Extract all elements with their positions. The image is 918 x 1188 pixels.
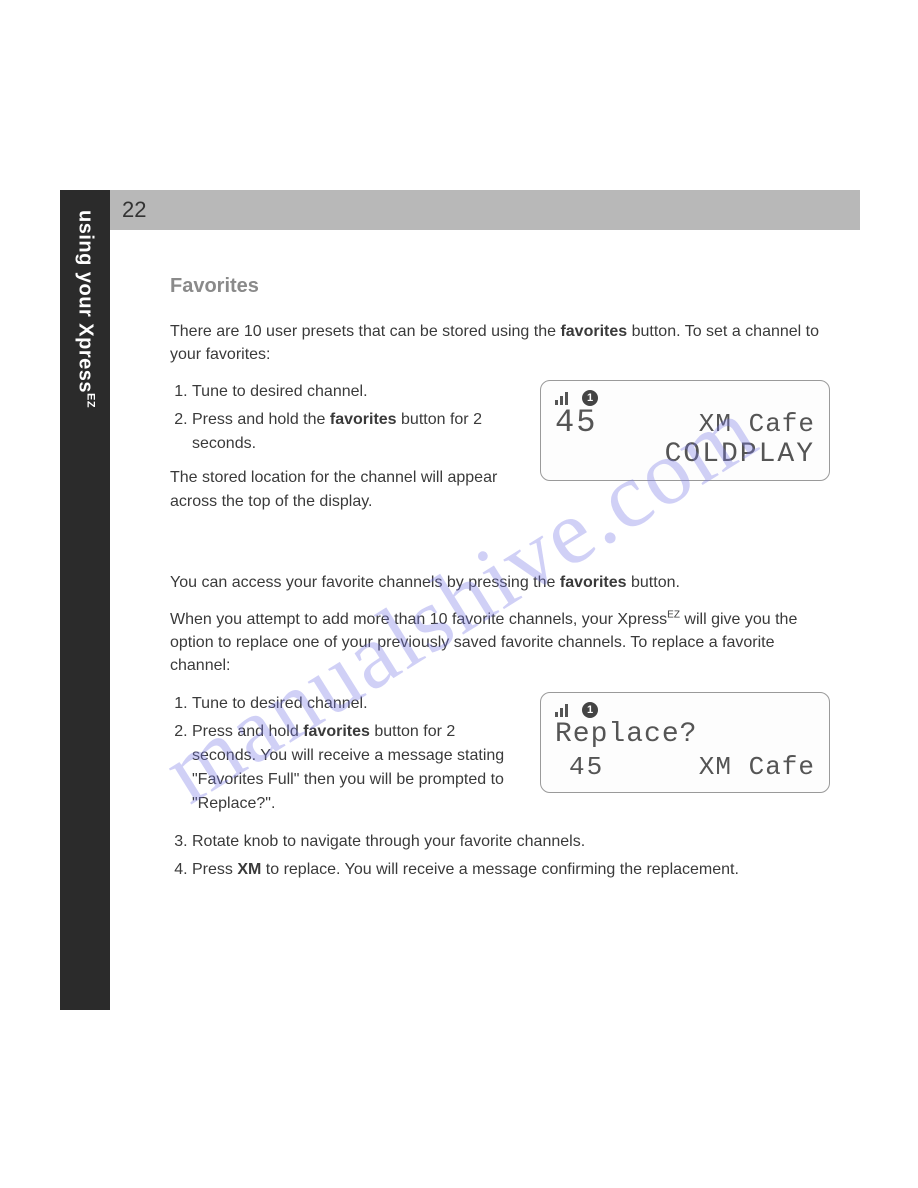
- set-step-1: Tune to desired channel.: [192, 380, 520, 404]
- lcd2-channel: 45: [555, 752, 604, 782]
- lcd2-query: Replace?: [555, 719, 815, 750]
- replace-step-2-bold: favorites: [303, 723, 370, 740]
- access-paragraph: You can access your favorite channels by…: [170, 571, 830, 594]
- replace-step-2: Press and hold favorites button for 2 se…: [192, 720, 520, 816]
- replace-intro-t1: When you attempt to add more than 10 fav…: [170, 611, 667, 628]
- lcd1-row-1: 45 XM Cafe: [555, 407, 815, 439]
- intro-bold: favorites: [560, 323, 627, 340]
- section-side-tab: using your XpressEZ: [60, 190, 110, 1010]
- replace-intro: When you attempt to add more than 10 fav…: [170, 608, 830, 678]
- lcd-display-1: 1 45 XM Cafe COLDPLAY: [540, 380, 830, 526]
- preset-badge: 1: [582, 702, 598, 718]
- set-step-2: Press and hold the favorites button for …: [192, 408, 520, 456]
- lcd1-channel-name: XM Cafe: [699, 409, 815, 439]
- set-favorites-block: Tune to desired channel. Press and hold …: [170, 380, 830, 526]
- page-number-bar: 22: [110, 190, 860, 230]
- access-before: You can access your favorite channels by…: [170, 574, 560, 591]
- replace-intro-sup: EZ: [667, 610, 680, 621]
- page-content: Favorites There are 10 user presets that…: [170, 275, 830, 886]
- spacer: [170, 537, 830, 571]
- lcd-panel-1: 1 45 XM Cafe COLDPLAY: [540, 380, 830, 481]
- stored-note: The stored location for the channel will…: [170, 466, 520, 512]
- replace-step-2-before: Press and hold: [192, 723, 303, 740]
- set-step-2-before: Press and hold the: [192, 411, 330, 428]
- set-favorites-text: Tune to desired channel. Press and hold …: [170, 380, 520, 526]
- signal-icon: [555, 391, 568, 405]
- side-tab-super: EZ: [85, 393, 97, 408]
- access-bold: favorites: [560, 574, 627, 591]
- page-number: 22: [122, 197, 146, 223]
- access-after: button.: [627, 574, 680, 591]
- lcd-panel-2: 1 Replace? 45 XM Cafe: [540, 692, 830, 793]
- manual-page: using your XpressEZ 22 Favorites There a…: [60, 190, 860, 1010]
- intro-before: There are 10 user presets that can be st…: [170, 323, 560, 340]
- replace-steps-list-b: Rotate knob to navigate through your fav…: [170, 830, 830, 882]
- lcd2-row-2: 45 XM Cafe: [555, 752, 815, 782]
- replace-step-4: Press XM to replace. You will receive a …: [192, 858, 830, 882]
- replace-step-1: Tune to desired channel.: [192, 692, 520, 716]
- lcd1-channel: 45: [555, 407, 597, 439]
- lcd-display-2: 1 Replace? 45 XM Cafe: [540, 692, 830, 820]
- lcd2-channel-name: XM Cafe: [699, 752, 815, 782]
- replace-steps-left: Tune to desired channel. Press and hold …: [170, 692, 520, 820]
- replace-step-4-after: to replace. You will receive a message c…: [261, 861, 739, 878]
- replace-step-4-bold: XM: [237, 861, 261, 878]
- lcd2-status-row: 1: [555, 701, 815, 719]
- replace-steps-list-a: Tune to desired channel. Press and hold …: [170, 692, 520, 816]
- lcd1-artist: COLDPLAY: [555, 439, 815, 470]
- side-tab-label: using your XpressEZ: [74, 210, 97, 408]
- signal-icon: [555, 703, 568, 717]
- set-steps-list: Tune to desired channel. Press and hold …: [170, 380, 520, 456]
- replace-block: Tune to desired channel. Press and hold …: [170, 692, 830, 820]
- intro-paragraph: There are 10 user presets that can be st…: [170, 320, 830, 366]
- replace-step-3: Rotate knob to navigate through your fav…: [192, 830, 830, 854]
- replace-step-4-before: Press: [192, 861, 237, 878]
- set-step-2-bold: favorites: [330, 411, 397, 428]
- side-tab-text: using your Xpress: [75, 210, 97, 393]
- section-title: Favorites: [170, 275, 830, 298]
